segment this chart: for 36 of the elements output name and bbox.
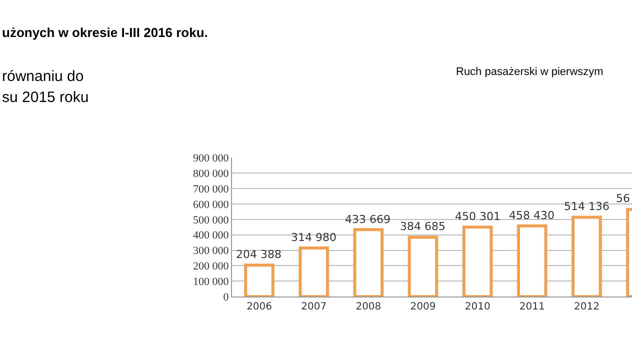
y-tick-label: 700 000 (193, 183, 230, 196)
y-tick-label: 400 000 (193, 230, 230, 242)
x-tick-label: 2012 (574, 302, 600, 313)
bar (298, 246, 329, 297)
y-tick-label: 800 000 (193, 168, 230, 180)
data-label: 384 685 (400, 220, 446, 233)
data-label: 204 388 (236, 248, 282, 261)
text: użonych w okresie I-III 2016 roku. (2, 25, 208, 40)
x-tick-label: 2009 (410, 302, 436, 313)
data-label: 458 430 (509, 209, 554, 222)
x-tick-label: 2008 (356, 302, 382, 313)
y-tick-label: 0 (223, 291, 230, 304)
bar (462, 226, 493, 297)
data-label: 450 301 (455, 210, 500, 223)
data-label: 433 669 (345, 213, 390, 226)
x-tick-label: 2011 (519, 302, 545, 313)
y-tick-label: 100 000 (193, 276, 230, 288)
y-tick-label: 300 000 (193, 245, 230, 258)
data-label: 514 136 (564, 200, 610, 213)
text: równaniu do (2, 68, 84, 85)
chart-title: Ruch pasażerski w pierwszym (456, 66, 604, 78)
text: su 2015 roku (2, 89, 89, 106)
y-tick-label: 900 000 (193, 152, 230, 164)
annotation: 56 (616, 192, 630, 205)
y-tick-label: 600 000 (193, 198, 230, 211)
bar (244, 264, 274, 297)
y-tick-label: 500 000 (193, 214, 230, 226)
data-label: 314 980 (291, 231, 336, 244)
bar (572, 216, 602, 297)
x-tick-label: 2007 (301, 302, 327, 313)
x-tick-label: 2006 (246, 302, 272, 313)
bar (408, 236, 438, 297)
x-tick-label: 2010 (464, 302, 490, 313)
bar (353, 228, 384, 297)
bar (516, 224, 548, 297)
y-tick-label: 200 000 (193, 260, 230, 273)
